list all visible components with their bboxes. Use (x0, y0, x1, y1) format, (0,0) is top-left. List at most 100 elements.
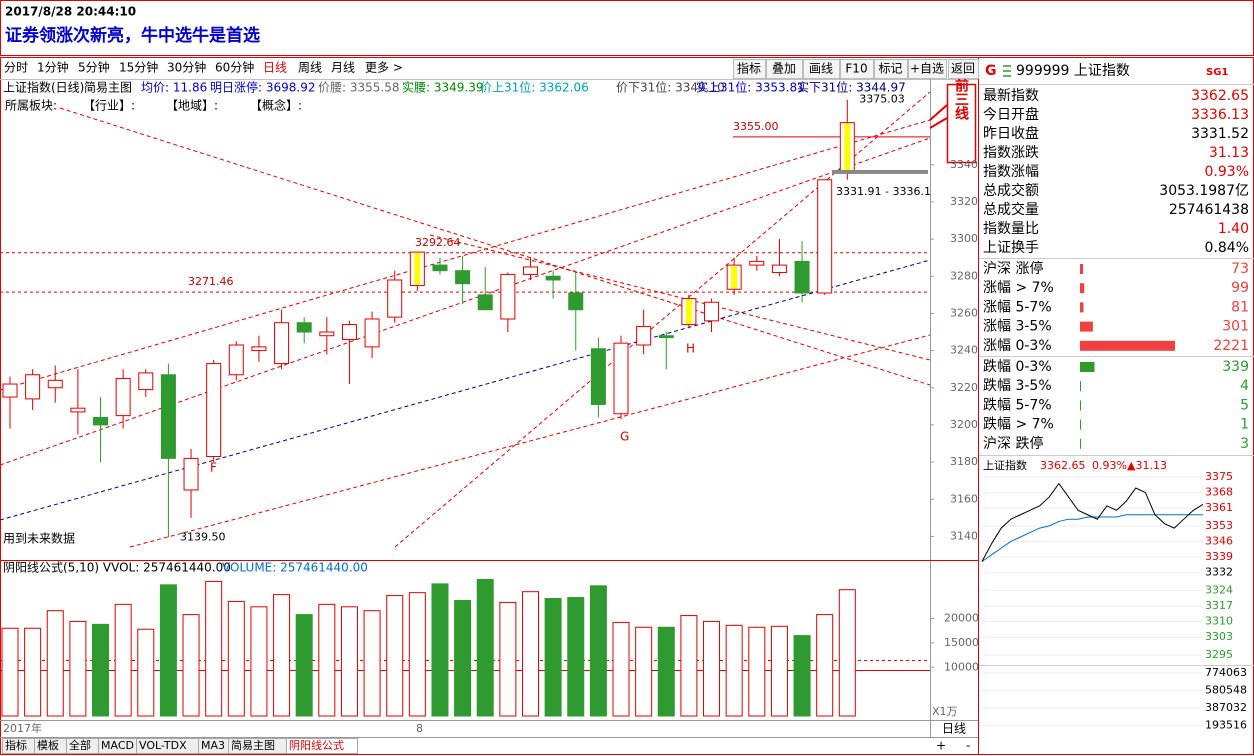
volume-bar (159, 584, 177, 717)
candle-body (25, 374, 41, 400)
candle-body (636, 325, 652, 346)
price-line (981, 482, 1204, 562)
volume-bar (544, 598, 562, 717)
breadth-bar (1080, 302, 1084, 313)
y-tick-label: 3140 (950, 529, 978, 542)
volume-bar (748, 626, 766, 717)
breadth-value: 73 (1231, 261, 1249, 277)
breadth-label: 涨幅 > 7% (983, 280, 1054, 296)
period-tab[interactable]: 30分钟 (167, 60, 206, 75)
quote-value: 31.13 (1209, 145, 1249, 161)
breadth-label: 涨幅 0-3% (983, 338, 1052, 354)
breadth-value: 1 (1240, 417, 1249, 433)
quote-label: 最新指数 (983, 88, 1039, 104)
candle-body (70, 407, 86, 413)
high-label: 3375.03 (859, 93, 905, 106)
breadth-bar (1080, 340, 1175, 351)
candle-body (771, 264, 787, 274)
toolbar-button[interactable] (803, 59, 840, 79)
quote-value: 1.40 (1218, 221, 1249, 237)
volume-bar (46, 610, 64, 717)
intraday-header: 0.93% (1092, 459, 1127, 472)
toolbar-button[interactable] (948, 59, 979, 79)
candle-body (2, 383, 18, 398)
candle-body (274, 322, 290, 365)
period-tab[interactable]: 周线 (298, 61, 322, 75)
candle-body (160, 374, 176, 459)
volume-bar (589, 585, 607, 717)
info-item: 简易主图 (84, 81, 132, 95)
period-tab[interactable]: 日线 (263, 61, 287, 75)
trend-line (0, 119, 931, 391)
bottom-tab-label: MACD (101, 739, 134, 752)
y-tick-label: 3339 (1205, 550, 1233, 563)
annotation: H (686, 342, 695, 356)
period-tab[interactable]: 月线 (331, 61, 355, 75)
bottom-tab-label: 全部 (69, 738, 91, 752)
candle-body (500, 273, 516, 320)
volume-bar (793, 635, 811, 717)
candle-highlight (414, 253, 421, 285)
candle-body (47, 379, 63, 389)
datetime: 2017/8/28 20:44:10 (5, 5, 136, 19)
toolbar-button[interactable] (908, 59, 947, 79)
security-name: 999999 上证指数 (1016, 63, 1130, 79)
period-tab[interactable]: 5分钟 (78, 60, 110, 75)
candle-body (568, 292, 584, 311)
volume-bar (657, 626, 675, 717)
volume-bar (725, 624, 743, 717)
zoom-button[interactable]: - (966, 739, 970, 753)
period-tab[interactable]: 分时 (4, 61, 28, 75)
volume-bar (386, 595, 404, 717)
zoom-button[interactable]: + (936, 739, 946, 753)
info-item: 实下31位: 3344.97 (797, 80, 906, 95)
sector-label: 【概念】: (250, 98, 302, 113)
volume-bar (431, 583, 449, 717)
breadth-label: 跌幅 > 7% (983, 417, 1054, 433)
breadth-label: 跌幅 3-5% (983, 378, 1052, 394)
toolbar-button[interactable] (733, 59, 766, 79)
toolbar-button[interactable] (874, 59, 908, 79)
breadth-label: 跌幅 0-3% (983, 359, 1052, 375)
breadth-label: 涨幅 3-5% (983, 319, 1052, 335)
header-frame (0, 0, 1254, 56)
volume-bar (250, 606, 268, 717)
trend-line (429, 234, 931, 361)
bottom-tab[interactable] (286, 738, 358, 754)
y-tick-label: 3260 (950, 306, 978, 319)
candle-body (228, 344, 244, 376)
annotation: 用到未来数据 (3, 531, 75, 546)
breadth-value: 3 (1240, 436, 1249, 452)
y-tick-label: 193516 (1205, 718, 1247, 731)
toolbar-button[interactable] (766, 59, 803, 79)
quote-label: 总成交量 (983, 201, 1039, 218)
low-label: 3139.50 (180, 530, 226, 543)
volume-bar (499, 601, 517, 717)
quote-label: 指数量比 (983, 221, 1039, 237)
candle-body (319, 331, 335, 337)
volume-bar (1, 627, 19, 717)
trend-lines (0, 91, 931, 548)
candle-body (749, 260, 765, 266)
volume-bar (635, 626, 653, 717)
y-tick-label: 10000 (944, 660, 979, 673)
y-tick-label: 3361 (1205, 501, 1233, 514)
breadth-label: 跌幅 5-7% (983, 397, 1052, 413)
period-tab[interactable]: 60分钟 (215, 60, 254, 75)
trend-line (59, 107, 931, 386)
info-item: 实上31位: 3353.81 (696, 80, 805, 95)
y-tick-label: 387032 (1205, 701, 1247, 714)
toolbar-button[interactable] (840, 59, 874, 79)
y-tick-label: 3160 (950, 492, 978, 505)
volume-subtitle: VOLUME: 257461440.00 (222, 561, 368, 575)
breadth-value: 301 (1222, 319, 1249, 335)
sector-label: 【地域】: (166, 99, 218, 113)
period-tab[interactable]: 1分钟 (37, 60, 69, 75)
toolbar-button-label: 叠加 (772, 62, 796, 76)
period-tab[interactable]: 15分钟 (119, 60, 158, 75)
annotation-arrow (929, 104, 948, 129)
annotation: F (210, 461, 217, 475)
period-tab[interactable]: 更多 > (365, 61, 403, 75)
y-tick-label: 20000 (944, 612, 979, 625)
